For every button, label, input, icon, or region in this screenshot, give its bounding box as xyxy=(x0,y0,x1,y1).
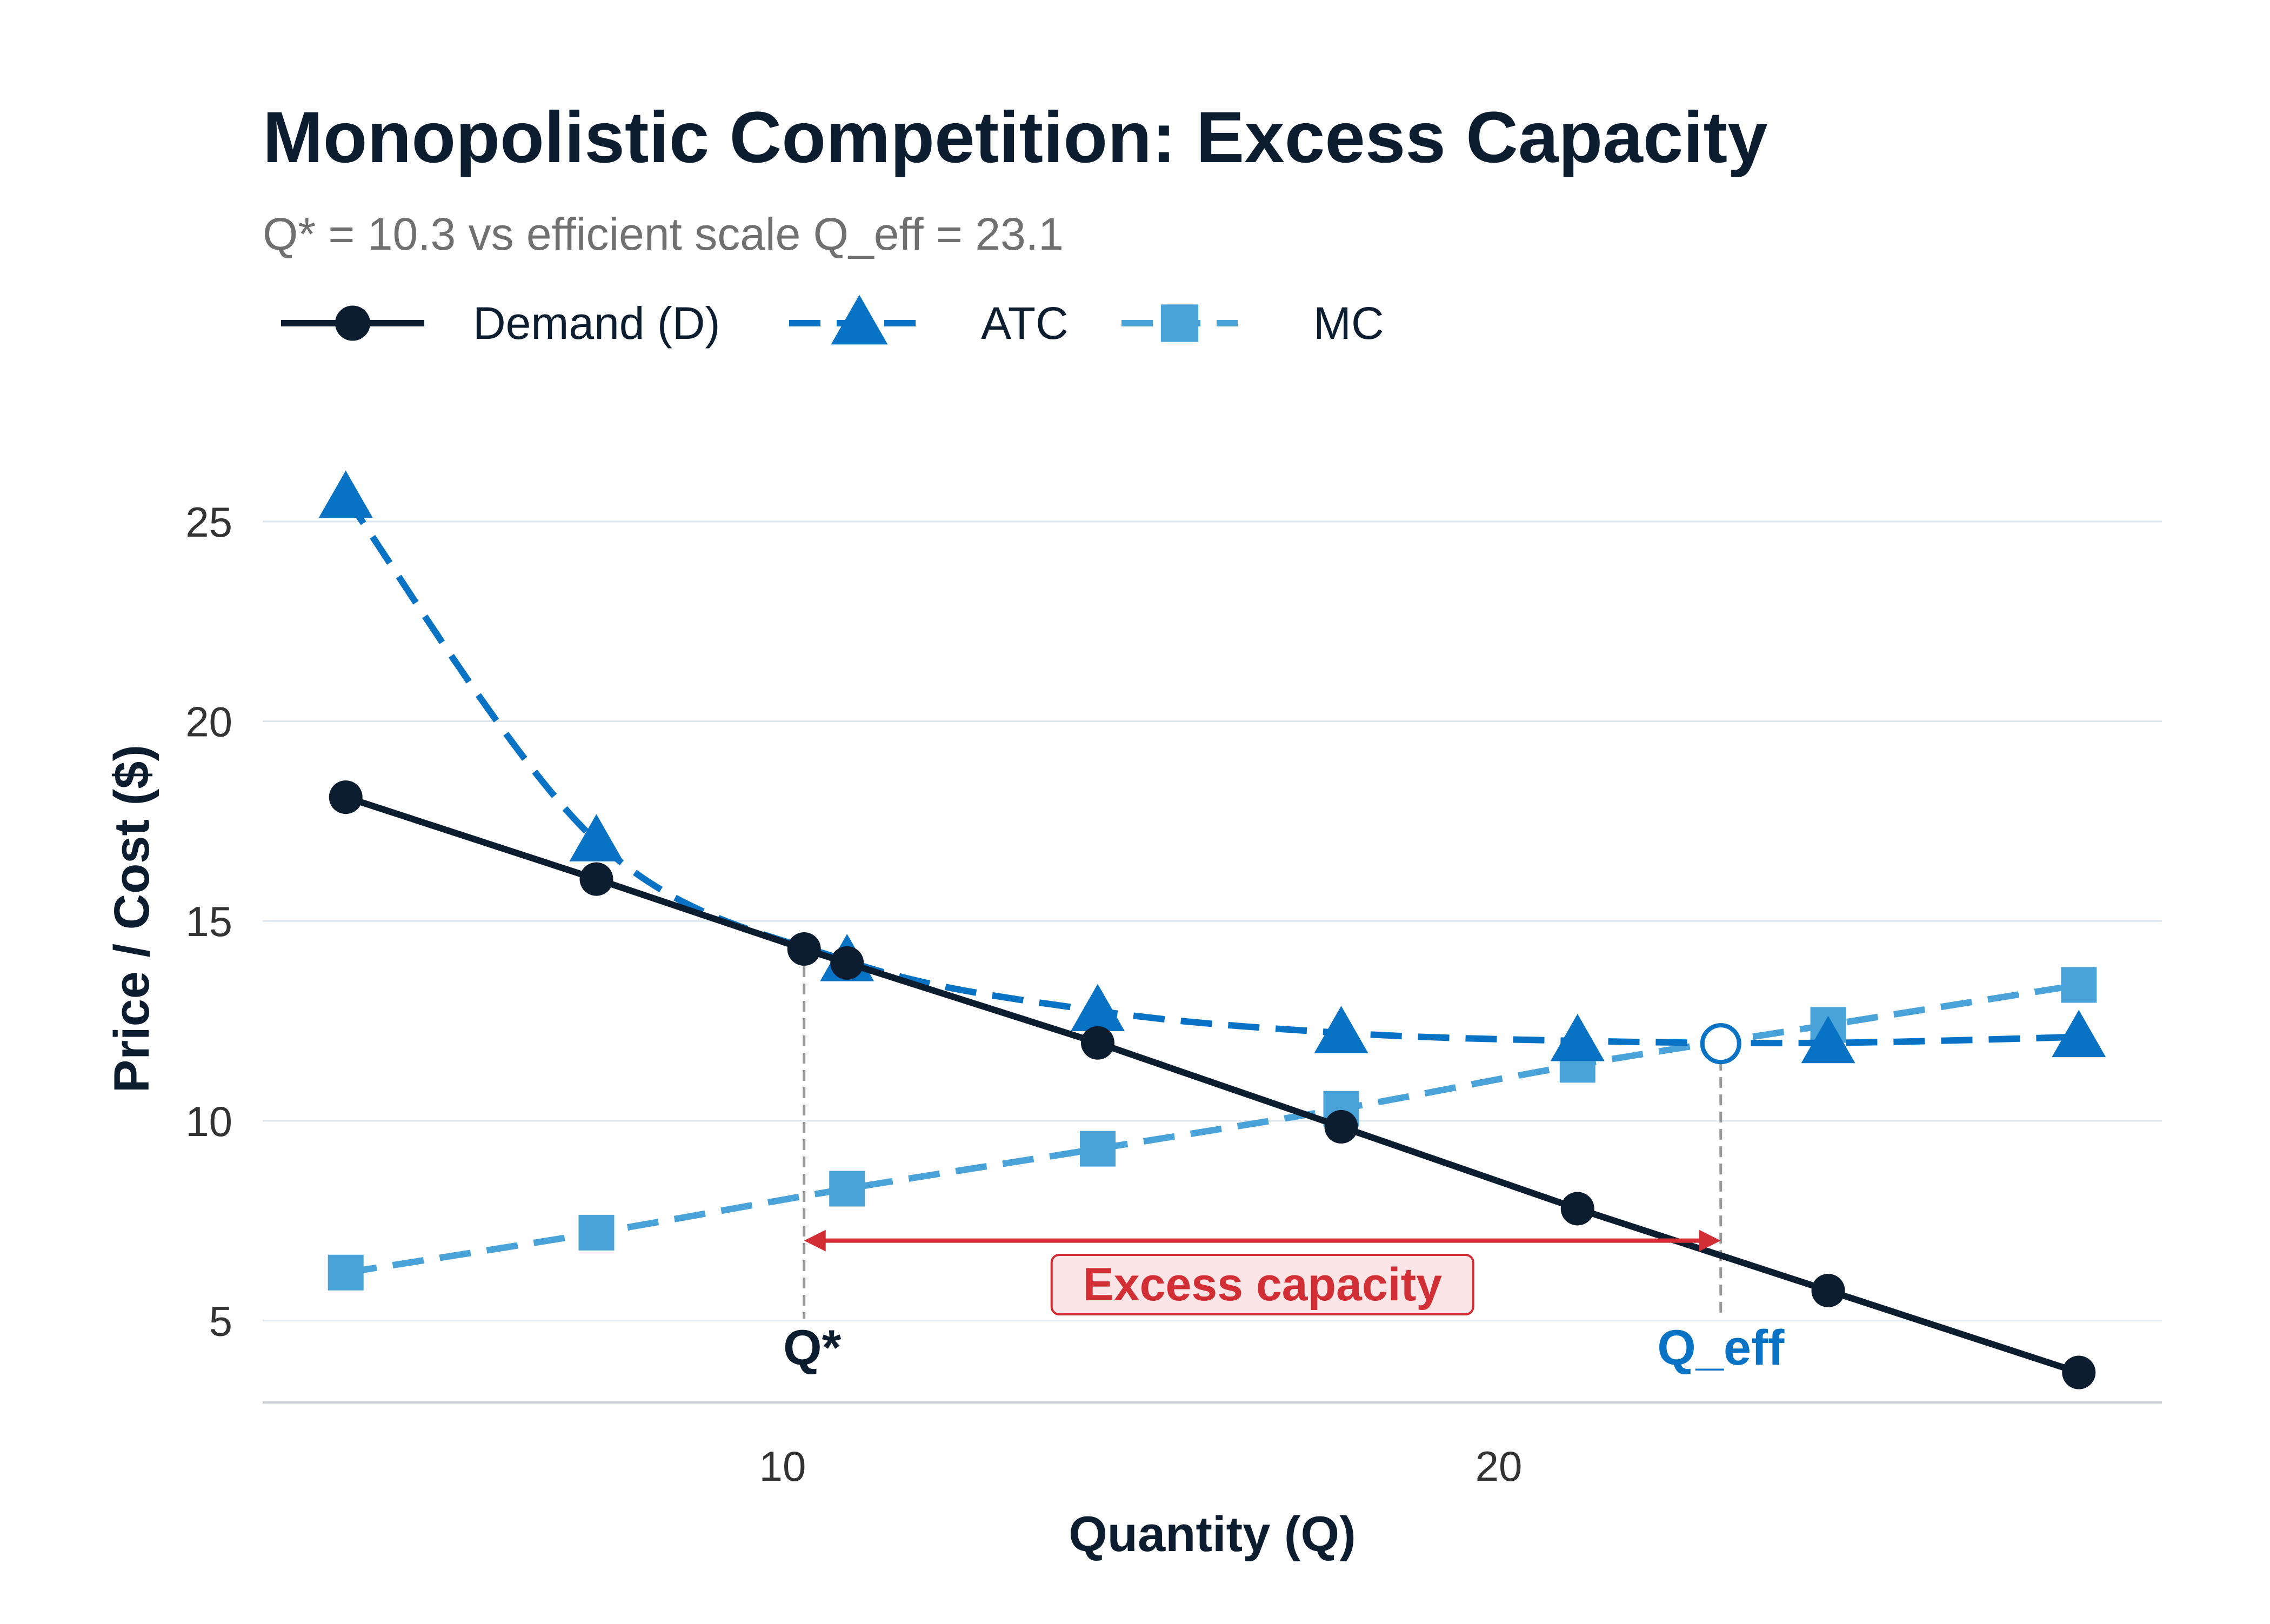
legend-swatch-marker xyxy=(335,305,371,341)
data-point xyxy=(1811,1274,1845,1308)
arrow-head-right xyxy=(1699,1229,1721,1252)
legend-label: MC xyxy=(1313,298,1384,349)
reference-lines xyxy=(803,948,1722,1319)
data-point xyxy=(1314,1006,1368,1053)
arrow-head-left xyxy=(804,1229,826,1252)
series-square xyxy=(328,967,2097,1291)
y-tick-label: 10 xyxy=(185,1098,232,1145)
data-point xyxy=(2061,967,2097,1003)
series-line xyxy=(345,981,2080,1276)
legend-item: ATC xyxy=(789,295,1069,349)
y-axis-ticks: 5 10 15 20 25 xyxy=(185,498,232,1345)
x-tick-label: 10 xyxy=(759,1442,806,1490)
legend-label: Demand (D) xyxy=(473,298,720,349)
data-point xyxy=(1324,1110,1358,1144)
annotations: Excess capacity Q* Q_eff xyxy=(783,1023,1785,1375)
data-point xyxy=(328,1254,364,1291)
q-star-label: Q* xyxy=(783,1320,842,1375)
x-axis-label: Quantity (Q) xyxy=(1069,1507,1356,1562)
q-eff-label: Q_eff xyxy=(1657,1320,1785,1375)
series-layer xyxy=(318,470,2106,1389)
data-point xyxy=(829,1171,865,1207)
data-point xyxy=(1079,1131,1116,1167)
y-tick-label: 20 xyxy=(185,698,232,746)
data-point xyxy=(830,946,864,980)
data-point xyxy=(1070,984,1125,1032)
data-point xyxy=(318,470,373,518)
y-tick-label: 5 xyxy=(209,1297,232,1345)
legend-item: Demand (D) xyxy=(281,298,720,349)
efficient-scale-marker xyxy=(1700,1023,1741,1065)
data-point xyxy=(329,780,363,814)
chart-subtitle: Q* = 10.3 vs efficient scale Q_eff = 23.… xyxy=(263,209,1064,259)
legend-swatch-marker xyxy=(831,295,888,345)
legend: Demand (D) ATC MC xyxy=(281,295,1384,349)
legend-swatch-marker xyxy=(1160,304,1199,342)
data-point xyxy=(1080,1026,1114,1060)
data-point xyxy=(569,814,624,861)
legend-item: MC xyxy=(1121,298,1384,349)
x-axis-ticks: 10 20 xyxy=(759,1442,1523,1490)
data-point xyxy=(1550,1014,1605,1061)
data-point xyxy=(2052,1010,2106,1058)
y-axis-label: Price / Cost ($) xyxy=(104,745,159,1093)
data-point xyxy=(1801,1015,1855,1064)
x-tick-label: 20 xyxy=(1476,1442,1523,1490)
series-circle xyxy=(329,780,2096,1389)
legend-label: ATC xyxy=(981,298,1069,349)
data-point xyxy=(579,862,613,896)
series-line xyxy=(343,496,2079,1047)
excess-capacity-label: Excess capacity xyxy=(1083,1259,1442,1311)
grid-lines xyxy=(263,520,2162,1321)
data-point xyxy=(2062,1355,2096,1389)
y-tick-label: 15 xyxy=(185,898,232,945)
excess-capacity-label-box xyxy=(1050,1254,1474,1315)
chart-title: Monopolistic Competition: Excess Capacit… xyxy=(263,97,1768,178)
series-triangle xyxy=(318,470,2106,1064)
data-point xyxy=(1560,1192,1594,1226)
data-point xyxy=(787,932,821,966)
y-tick-label: 25 xyxy=(185,498,232,546)
data-point xyxy=(578,1214,615,1251)
